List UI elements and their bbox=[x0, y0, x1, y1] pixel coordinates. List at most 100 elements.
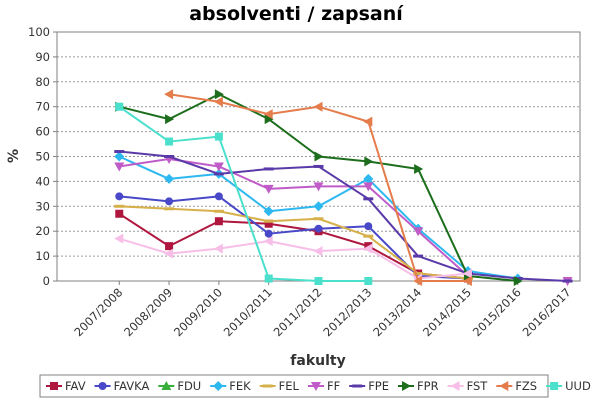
data-point bbox=[114, 150, 125, 154]
legend-item: FDU bbox=[158, 379, 201, 393]
data-point bbox=[263, 206, 274, 217]
data-point bbox=[214, 89, 224, 100]
legend-label: FDU bbox=[177, 379, 201, 393]
legend-label: FPR bbox=[417, 379, 439, 393]
data-point bbox=[165, 137, 174, 146]
data-point bbox=[264, 274, 273, 283]
legend-label: FPE bbox=[368, 379, 389, 393]
data-point bbox=[214, 132, 223, 141]
data-point bbox=[264, 114, 274, 125]
data-point bbox=[165, 242, 174, 251]
legend-swatch-marker bbox=[262, 384, 273, 388]
legend-swatch-marker bbox=[213, 381, 224, 391]
data-point bbox=[363, 243, 373, 254]
data-point bbox=[164, 89, 174, 100]
data-point bbox=[363, 234, 374, 238]
x-tick-label: 2013/2014 bbox=[370, 285, 424, 339]
data-point bbox=[214, 192, 223, 201]
legend-swatch-marker bbox=[352, 384, 363, 388]
x-tick-label: 2014/2015 bbox=[420, 285, 474, 339]
data-point bbox=[115, 209, 124, 218]
data-point bbox=[314, 224, 323, 233]
series-fzs bbox=[164, 89, 472, 286]
chart-title: absolventi / zapsaní bbox=[189, 3, 404, 25]
legend-label: FF bbox=[327, 379, 340, 393]
legend-swatch-marker bbox=[161, 381, 172, 390]
x-axis-label: fakulty bbox=[290, 353, 345, 369]
y-tick-label: 40 bbox=[35, 174, 50, 188]
data-point bbox=[513, 276, 523, 286]
legend-swatch-marker bbox=[550, 382, 559, 390]
data-point bbox=[313, 101, 323, 112]
data-point bbox=[115, 192, 124, 201]
x-tick-label: 2016/2017 bbox=[520, 285, 574, 339]
data-point bbox=[165, 114, 175, 125]
legend-swatch-marker bbox=[310, 382, 321, 391]
legend-item: FZS bbox=[496, 379, 537, 393]
data-point bbox=[213, 243, 223, 254]
data-point bbox=[263, 236, 273, 247]
data-point bbox=[263, 219, 274, 223]
data-point bbox=[213, 209, 224, 213]
x-tick-label: 2008/2009 bbox=[121, 285, 175, 339]
x-tick-label: 2010/2011 bbox=[221, 285, 275, 339]
legend-label: UUD bbox=[565, 379, 591, 393]
data-point bbox=[164, 207, 175, 211]
data-point bbox=[363, 182, 374, 192]
data-point bbox=[313, 217, 324, 221]
data-point bbox=[363, 116, 373, 127]
x-tick-label: 2015/2016 bbox=[470, 285, 524, 339]
x-axis-ticks: 2007/20082008/20092009/20102010/20112011… bbox=[71, 281, 574, 339]
data-point bbox=[364, 277, 373, 285]
legend-label: FAVKA bbox=[114, 379, 150, 393]
series-fst bbox=[114, 233, 472, 284]
y-axis-label: % bbox=[6, 149, 22, 163]
data-point bbox=[214, 217, 223, 226]
data-point bbox=[164, 155, 175, 158]
y-tick-label: 70 bbox=[35, 100, 50, 114]
x-tick-label: 2012/2013 bbox=[320, 285, 374, 339]
legend-item: FEL bbox=[259, 379, 300, 393]
data-point bbox=[165, 197, 174, 206]
legend-item: FAV bbox=[46, 379, 86, 393]
legend-swatch-marker bbox=[50, 382, 58, 390]
legend-label: FAV bbox=[65, 379, 86, 393]
data-point bbox=[413, 254, 424, 258]
data-point bbox=[364, 222, 373, 231]
legend-swatch-marker bbox=[402, 381, 412, 391]
legend-item: FST bbox=[447, 379, 489, 393]
data-point bbox=[363, 197, 374, 201]
legend-item: FF bbox=[307, 379, 340, 393]
data-point bbox=[462, 268, 472, 279]
data-point bbox=[413, 227, 424, 237]
data-point bbox=[364, 156, 374, 167]
y-tick-label: 90 bbox=[35, 50, 50, 64]
x-tick-label: 2009/2010 bbox=[171, 285, 225, 339]
legend-label: FZS bbox=[515, 379, 537, 393]
data-point bbox=[114, 162, 125, 172]
legend-swatch-marker bbox=[450, 381, 460, 391]
legend-item: UUD bbox=[546, 379, 591, 393]
data-point bbox=[314, 277, 323, 285]
series-uud bbox=[115, 102, 373, 285]
legend-label: FST bbox=[467, 379, 489, 393]
legend-label: FEL bbox=[279, 379, 300, 393]
series-line bbox=[119, 150, 568, 282]
data-point bbox=[114, 233, 124, 244]
data-point bbox=[213, 96, 223, 107]
y-axis-ticks: 0 10 20 30 40 50 60 70 80 90 100 bbox=[28, 25, 57, 288]
y-tick-label: 30 bbox=[35, 199, 50, 213]
series-lines bbox=[114, 89, 573, 286]
data-point bbox=[263, 109, 273, 120]
data-point bbox=[413, 276, 423, 286]
data-point bbox=[462, 276, 472, 286]
data-point bbox=[313, 182, 324, 192]
data-point bbox=[363, 173, 374, 184]
data-point bbox=[164, 248, 174, 259]
legend-label: FEK bbox=[229, 379, 251, 393]
x-tick-label: 2007/2008 bbox=[71, 285, 125, 339]
series-line bbox=[118, 237, 469, 280]
data-point bbox=[114, 151, 125, 162]
data-point bbox=[313, 201, 324, 212]
legend-swatch-marker bbox=[499, 381, 509, 391]
